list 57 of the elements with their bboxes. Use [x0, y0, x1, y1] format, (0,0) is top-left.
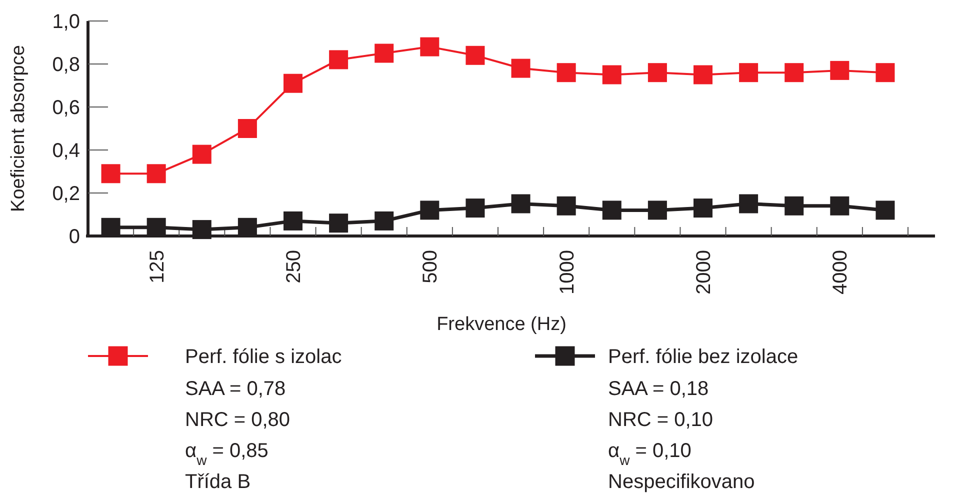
point	[556, 196, 576, 216]
x-tick-label: 125	[146, 250, 168, 284]
point	[466, 46, 485, 65]
text: NRC = 0,10	[608, 409, 714, 431]
point	[876, 200, 895, 220]
point	[739, 63, 758, 82]
point	[784, 63, 804, 82]
point	[329, 214, 348, 233]
point	[466, 198, 485, 218]
text: α$_{w}$ = 0,10	[608, 440, 692, 468]
point	[284, 211, 302, 230]
y-tick-label: 0,8	[52, 54, 80, 76]
x-tick-label: 1000	[556, 250, 578, 294]
point	[146, 164, 166, 184]
point	[329, 50, 348, 70]
y-tick-label: 0,2	[52, 183, 80, 205]
point	[830, 196, 850, 216]
point	[420, 200, 440, 220]
text: SAA = 0,78	[185, 378, 286, 400]
point	[694, 65, 712, 84]
point	[192, 220, 212, 240]
point	[830, 60, 850, 80]
y-tick-label: 0,4	[52, 140, 80, 162]
point	[602, 65, 622, 84]
y-tick-label: 0	[68, 226, 80, 248]
point	[694, 198, 712, 218]
point	[374, 211, 394, 230]
y-axis-title: Koeficient absorpce	[8, 45, 29, 212]
y-tick-label: 0,6	[52, 97, 80, 119]
text: α$_{w}$ = 0,85	[185, 440, 268, 468]
point	[101, 164, 120, 184]
point	[284, 74, 302, 93]
point	[420, 37, 440, 56]
text: SAA = 0,18	[608, 378, 709, 400]
text: NRC = 0,80	[185, 409, 290, 431]
y-tick-label: 1,0	[52, 11, 80, 33]
point	[556, 63, 576, 82]
point	[648, 200, 667, 220]
point	[374, 44, 394, 63]
x-tick-label: 250	[283, 250, 305, 284]
text: Třída B	[185, 471, 251, 493]
x-tick-label: 500	[420, 250, 442, 284]
point	[238, 119, 257, 138]
x-tick-label: 2000	[693, 250, 715, 294]
point	[739, 194, 758, 214]
legend-label: Perf. fólie bez izolace	[608, 346, 798, 368]
point	[648, 63, 667, 82]
legend-label: Perf. fólie s izolac	[185, 346, 342, 368]
x-tick-label: 4000	[830, 250, 852, 294]
x-axis-title: Frekvence (Hz)	[436, 314, 566, 335]
point	[784, 196, 804, 216]
point	[602, 200, 622, 220]
point	[192, 144, 212, 164]
text: Nespecifikovano	[608, 471, 755, 493]
point	[876, 63, 895, 82]
point	[511, 58, 530, 78]
point	[511, 194, 530, 214]
